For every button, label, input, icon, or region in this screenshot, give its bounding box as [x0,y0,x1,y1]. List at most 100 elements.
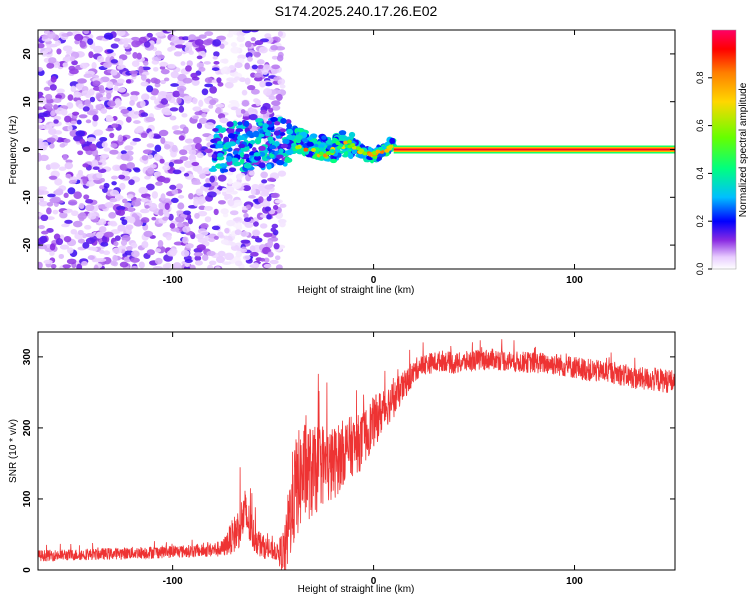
spectrogram-cell [109,197,118,203]
spectrogram-cell [232,150,239,156]
spectrogram-cell [219,117,229,124]
spectrogram-cell [243,217,251,223]
spectrogram-cell [159,66,166,70]
spectrogram-cell [251,64,258,70]
spectrogram-cell [258,46,268,54]
spectrogram-cell [184,243,194,249]
spectrogram-cell [242,116,251,121]
spectrogram-cell [178,135,185,141]
spectrogram-cell [105,127,115,132]
spectrogram-cell [178,105,185,113]
spectrogram-cell [233,161,242,167]
spectrogram-cell [123,39,129,48]
spectrogram-cell [113,241,119,247]
spectrogram-cell [79,138,86,145]
spectrogram-cell [165,234,172,241]
snr-series-line [38,339,675,570]
spectrogram-cell [264,81,273,87]
spectrogram-cell [154,171,162,177]
spectrogram-cell [384,148,390,153]
spectrogram-cell [68,199,78,206]
spectrogram-cell [269,153,275,158]
spectrogram-cell [141,240,149,249]
spectrogram-cell [253,98,260,103]
spectrogram-cell [134,127,144,133]
spectrogram-cell [263,263,272,269]
spectrogram-cell [95,231,104,239]
spectrogram-cell [172,90,181,98]
spectrogram-cell [141,154,149,161]
spectrogram-cell [217,200,226,205]
spectrogram-cell [295,145,301,150]
spectrogram-cell [235,108,242,116]
spectrogram-cell [53,104,59,110]
spectrogram-cell [38,140,45,148]
spectrogram-cell [85,198,94,204]
spectrogram-cell [159,61,169,67]
spectrogram-cell [294,134,303,141]
spectrogram-cell [216,35,226,41]
spectrogram-cell [39,154,49,162]
spectrogram-cell [252,147,257,152]
spectrogram-cell [84,99,91,107]
spectrogram-cell [55,188,64,196]
spectrogram-cell [77,238,85,244]
spectrogram-cell [273,76,280,82]
spectrogram-cell [146,85,154,93]
spectrogram-cell [255,118,264,123]
spectrogram-cell [228,167,237,173]
spectrogram-cell [155,181,163,186]
spectrogram-cell [258,162,266,169]
spectrogram-cell [112,254,118,262]
spectrogram-cell [336,145,342,150]
spectrogram-cell [154,257,163,265]
spectrogram-cell [131,265,139,269]
spectrogram-cell [295,139,301,144]
spectrogram-line-core [393,148,675,151]
spectrogram-cell [210,181,219,187]
spectrogram-cell [140,81,149,87]
spectrogram-cell [117,134,124,142]
spectrogram-cell [253,51,261,58]
spectrogram-cell [274,255,281,261]
spectrogram-cell [228,30,234,36]
spectrogram-cell [38,97,47,105]
spectrogram-cell [113,37,121,42]
spectrogram-xtick-label: 0 [371,275,377,286]
spectrogram-cell [143,60,149,66]
spectrogram-cell [92,80,101,87]
spectrogram-cell [181,36,190,41]
spectrogram-cell [138,186,148,195]
spectrogram-cell [263,88,272,96]
spectrogram-cell [69,56,76,62]
spectrogram-cell [121,170,130,176]
spectrogram-cell [159,91,168,96]
spectrogram-cell [213,51,220,57]
spectrogram-cell [217,174,227,182]
spectrogram-ytick-label: -10 [22,190,33,205]
spectrogram-cell [173,51,183,57]
spectrogram-cell [241,89,248,96]
spectrogram-cell [240,248,248,253]
spectrogram-cell [228,99,239,105]
spectrogram-cell [204,216,212,223]
spectrogram-cell [184,45,193,54]
spectrogram-cell [258,133,265,138]
spectrogram-cell [191,76,200,81]
spectrogram-cell [180,61,186,66]
spectrogram-cell [250,188,256,196]
spectrogram-cell [168,213,174,221]
spectrogram-cell [194,39,204,46]
spectrogram-cell [41,230,49,235]
spectrogram-cell [182,236,189,244]
spectrogram-cell [188,192,194,200]
spectrogram-cell [106,49,114,54]
spectrogram-cell [38,224,45,230]
spectrogram-cell [189,264,196,269]
spectrogram-cell [271,64,281,70]
spectrogram-cell [267,240,274,247]
spectrogram-cell [201,108,210,113]
spectrogram-cell [194,255,202,261]
snr-ytick-label: 200 [22,419,33,436]
spectrogram-cell [69,129,79,138]
